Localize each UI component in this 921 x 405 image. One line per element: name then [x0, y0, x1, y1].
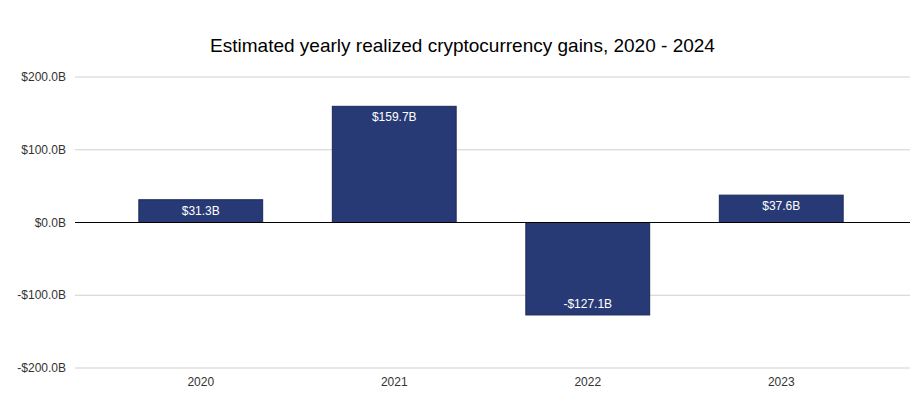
grid-line — [75, 368, 910, 369]
bars — [139, 106, 843, 315]
zero-line — [75, 222, 910, 223]
grid — [75, 77, 910, 368]
x-tick-label: 2023 — [768, 375, 795, 389]
grid-line — [75, 77, 910, 78]
grid-line — [75, 222, 910, 223]
y-tick-label: -$100.0B — [17, 288, 66, 302]
bar — [719, 195, 843, 222]
y-tick-label: $0.0B — [35, 216, 66, 230]
bar — [139, 200, 263, 223]
bar — [526, 223, 650, 315]
bar — [332, 106, 456, 222]
chart-title: Estimated yearly realized cryptocurrency… — [210, 35, 715, 56]
data-label: -$127.1B — [563, 297, 612, 311]
grid-line — [75, 149, 910, 150]
x-tick-label: 2020 — [187, 375, 214, 389]
grid-line — [75, 295, 910, 296]
data-label: $159.7B — [372, 110, 417, 124]
chart-container: Estimated yearly realized cryptocurrency… — [0, 0, 921, 405]
data-label: $31.3B — [182, 204, 220, 218]
data-label: $37.6B — [762, 199, 800, 213]
y-tick-label: $200.0B — [21, 70, 66, 84]
chart-svg: Estimated yearly realized cryptocurrency… — [0, 0, 921, 405]
y-tick-label: -$200.0B — [17, 361, 66, 375]
x-tick-label: 2022 — [574, 375, 601, 389]
y-tick-label: $100.0B — [21, 143, 66, 157]
x-tick-label: 2021 — [381, 375, 408, 389]
